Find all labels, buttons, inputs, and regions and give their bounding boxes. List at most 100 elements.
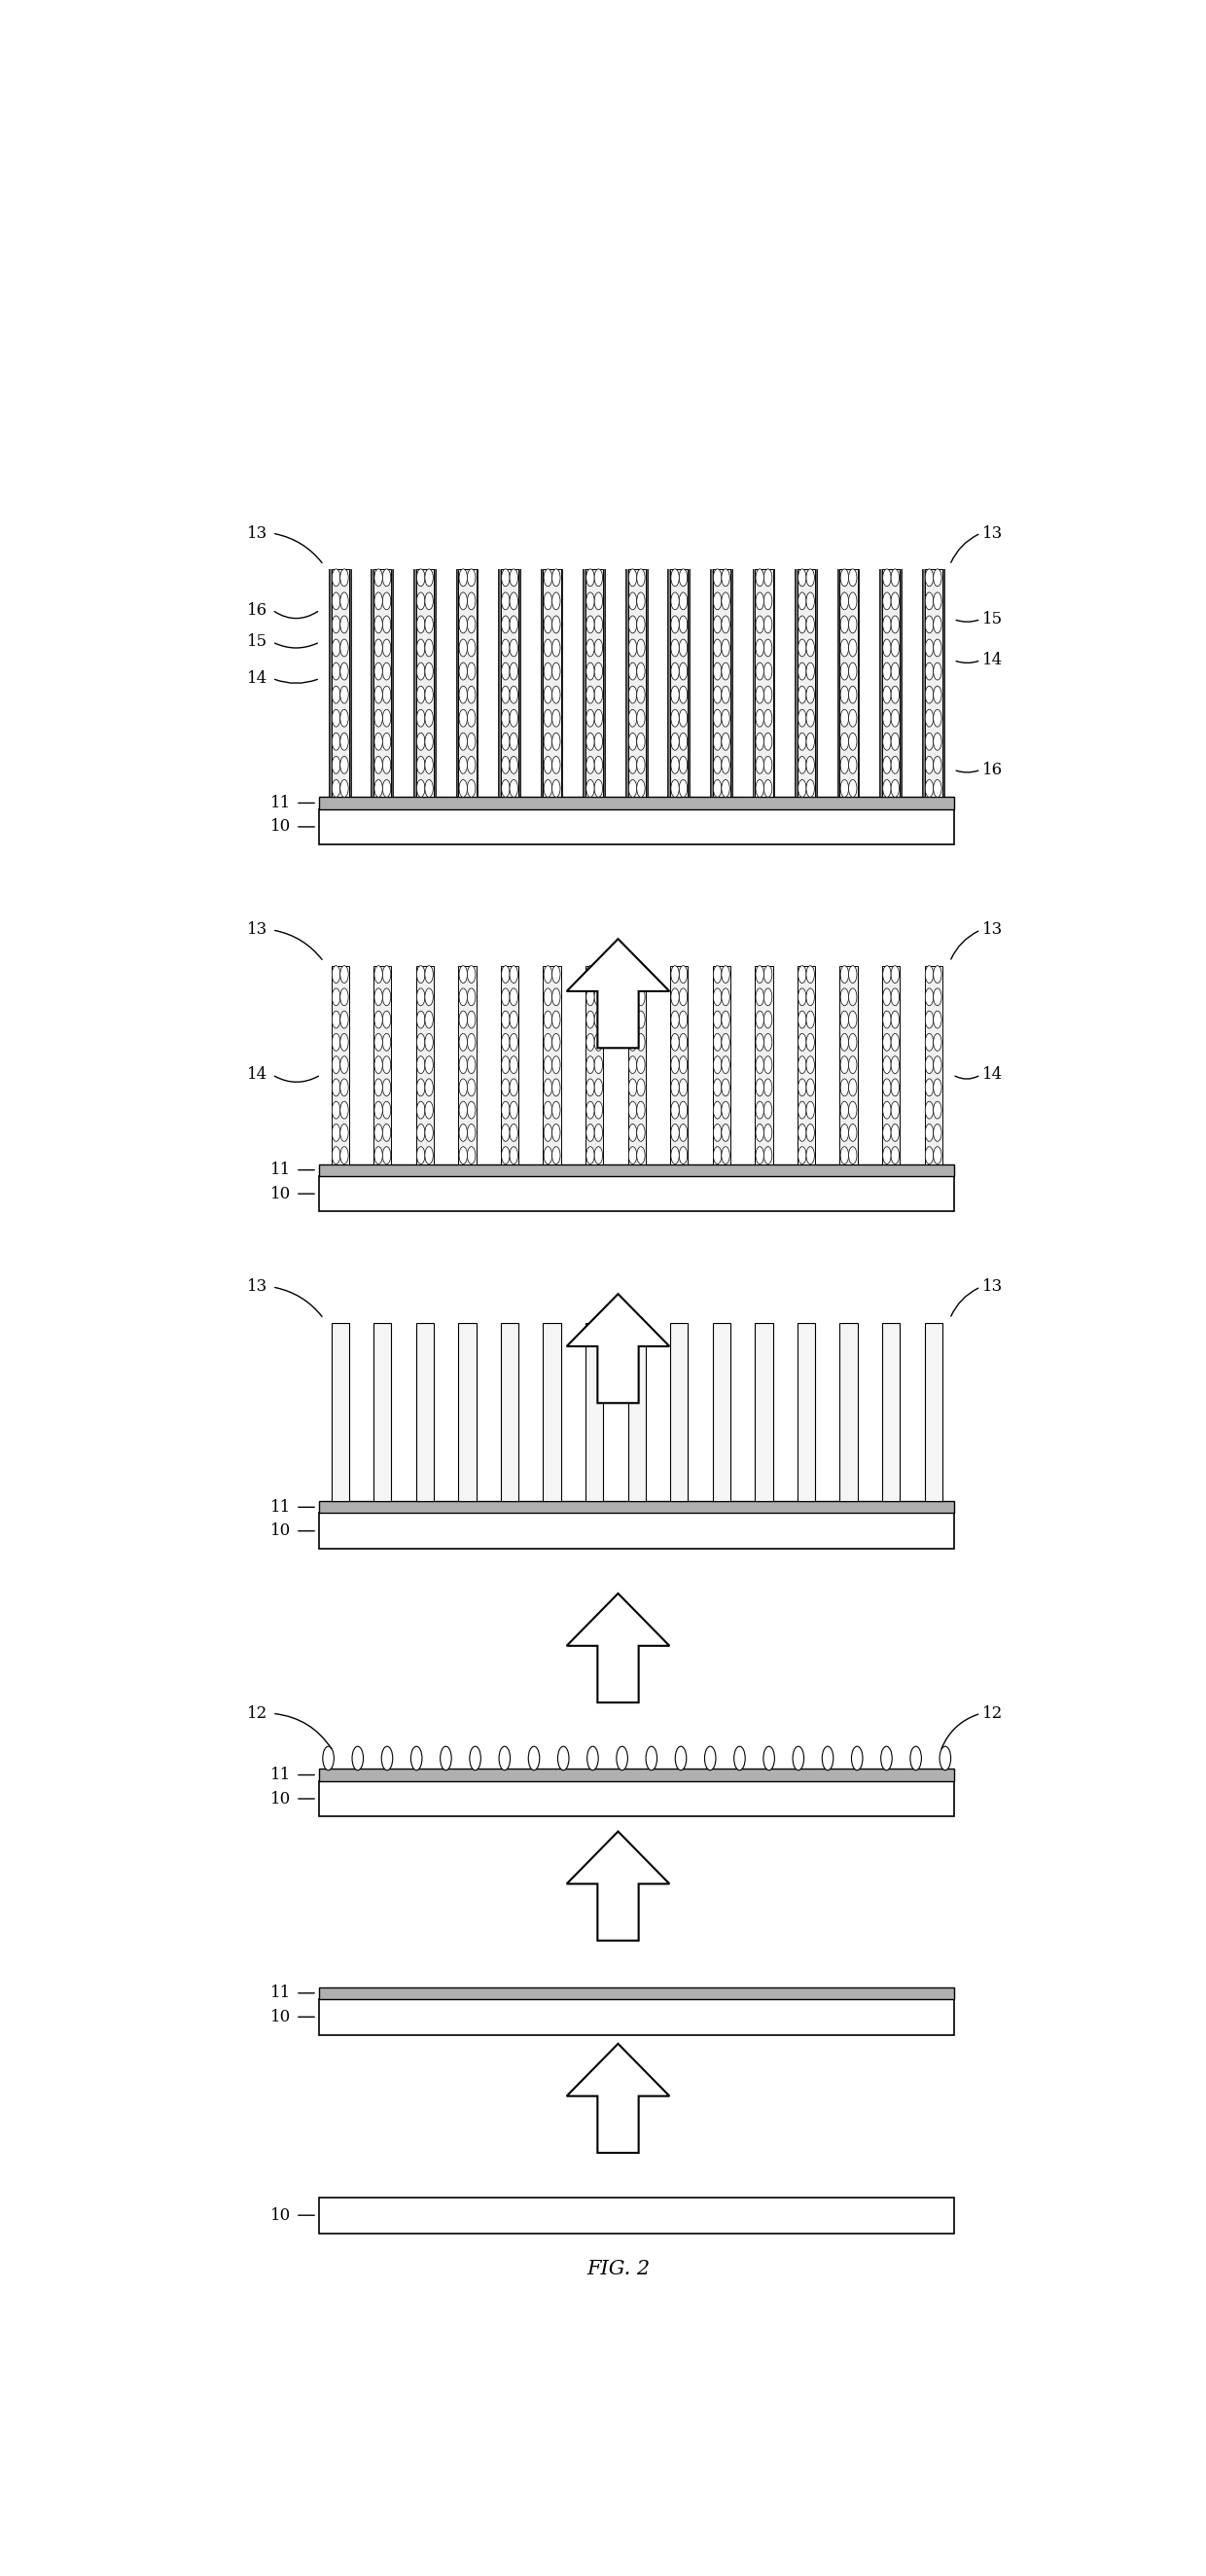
Circle shape [417,616,425,634]
Circle shape [552,966,561,984]
Circle shape [340,1103,349,1118]
Circle shape [841,685,849,703]
Circle shape [616,1747,627,1770]
Circle shape [939,1747,950,1770]
Circle shape [798,1103,807,1118]
Circle shape [374,1079,382,1097]
Circle shape [807,685,814,703]
Circle shape [925,966,933,984]
Circle shape [467,639,475,657]
Circle shape [933,708,942,726]
Circle shape [721,1056,730,1074]
Circle shape [544,781,552,796]
Circle shape [332,616,340,634]
Bar [882,569,901,796]
Circle shape [713,1033,721,1051]
Circle shape [841,569,849,587]
Circle shape [721,1033,730,1051]
Circle shape [374,662,382,680]
Circle shape [417,1033,425,1051]
Circle shape [883,662,891,680]
Text: 13: 13 [247,1278,268,1296]
Circle shape [637,639,645,657]
Bar [925,1321,942,1502]
Circle shape [340,685,349,703]
Circle shape [671,662,679,680]
Circle shape [340,639,349,657]
Circle shape [849,781,856,796]
Circle shape [587,1747,598,1770]
Circle shape [425,662,433,680]
Circle shape [467,685,475,703]
Circle shape [352,1747,363,1770]
Circle shape [595,1010,603,1028]
Circle shape [502,1103,510,1118]
Circle shape [467,708,475,726]
Circle shape [807,1010,814,1028]
Circle shape [891,1079,900,1097]
Circle shape [891,616,900,634]
Circle shape [595,966,603,984]
Circle shape [628,757,637,773]
Text: 16: 16 [983,762,1003,778]
Bar [882,569,900,796]
Bar [713,569,731,796]
Circle shape [374,1033,382,1051]
Bar [671,569,689,796]
Circle shape [891,569,900,587]
Circle shape [552,569,561,587]
Circle shape [544,639,552,657]
Circle shape [756,1033,763,1051]
Circle shape [510,1010,517,1028]
Circle shape [332,1103,340,1118]
Circle shape [628,708,637,726]
Circle shape [417,1010,425,1028]
Circle shape [792,1747,804,1770]
Circle shape [340,1146,349,1164]
Circle shape [849,1123,856,1141]
Circle shape [763,616,772,634]
Circle shape [595,1056,603,1074]
Circle shape [679,569,687,587]
Circle shape [763,1146,772,1164]
Circle shape [510,1056,517,1074]
Circle shape [544,732,552,750]
Circle shape [552,1146,561,1164]
Circle shape [510,989,517,1005]
Circle shape [374,1146,382,1164]
Circle shape [891,708,900,726]
Circle shape [763,757,772,773]
Text: 13: 13 [247,922,268,938]
Circle shape [763,662,772,680]
Bar [628,966,645,1164]
Circle shape [721,781,730,796]
Circle shape [933,569,942,587]
Circle shape [544,757,552,773]
Circle shape [756,1079,763,1097]
Circle shape [544,1079,552,1097]
Bar [924,569,943,796]
Circle shape [883,781,891,796]
Circle shape [459,569,467,587]
Circle shape [417,1103,425,1118]
Circle shape [841,732,849,750]
Circle shape [721,592,730,611]
Text: 10: 10 [270,1522,291,1540]
Circle shape [459,1079,467,1097]
Circle shape [595,757,603,773]
Circle shape [637,1056,645,1074]
Circle shape [891,639,900,657]
Circle shape [502,1033,510,1051]
Circle shape [849,616,856,634]
Polygon shape [567,1293,669,1404]
Circle shape [502,616,510,634]
Circle shape [883,708,891,726]
Bar [543,966,561,1164]
Circle shape [323,1747,334,1770]
Circle shape [382,1103,391,1118]
Circle shape [798,732,807,750]
Circle shape [637,989,645,1005]
Circle shape [925,1079,933,1097]
Circle shape [586,685,595,703]
Circle shape [756,781,763,796]
